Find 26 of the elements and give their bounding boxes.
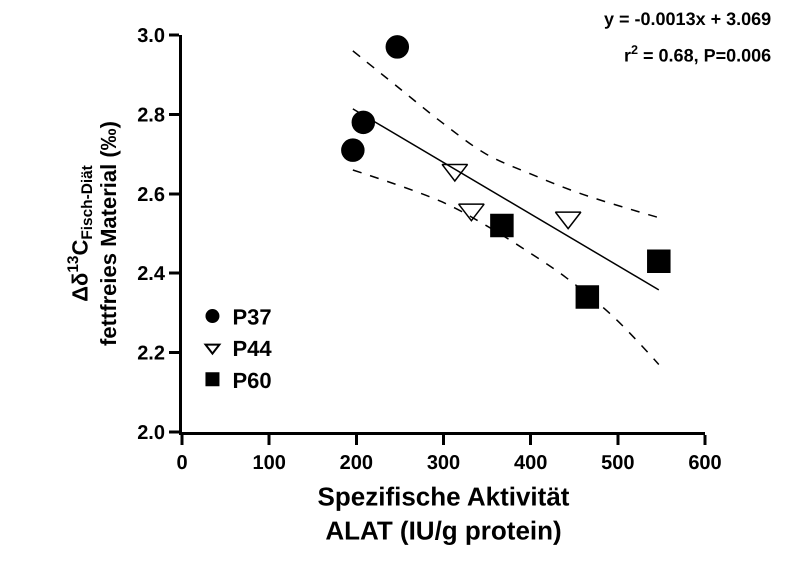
x-axis-title: Spezifische Aktivität ALAT (IU/g protein) [318, 482, 570, 546]
point [576, 285, 600, 309]
point [647, 250, 671, 274]
legend-label: P60 [232, 368, 272, 393]
x-tick-label: 400 [514, 452, 548, 474]
legend-label: P37 [232, 304, 272, 330]
text: y = -0.0013x + 3.069 [604, 9, 772, 29]
x-tick-label: 200 [340, 452, 374, 474]
point [386, 35, 410, 59]
y-tick-label: 2.8 [137, 104, 165, 126]
x-tick-label: 0 [176, 452, 188, 474]
line-series [352, 169, 660, 366]
y-tick-label: 2.4 [137, 263, 166, 286]
annotation: r$^{2}$ = 0.68, P=0.006 [624, 43, 772, 66]
x-tick-label: 600 [688, 452, 722, 474]
point [490, 214, 514, 238]
y-tick-label: 2.2 [137, 342, 165, 365]
y-tick-label: 2.6 [137, 184, 165, 206]
point [352, 110, 376, 134]
x-tick-label: 500 [601, 452, 635, 474]
legend-label: P44 [232, 336, 272, 362]
x-tick-label: 300 [426, 452, 460, 474]
x-tick-label: 100 [252, 452, 286, 474]
y-tick-label: 3.0 [137, 25, 165, 47]
y-tick-label: 2.0 [137, 422, 165, 444]
point [341, 138, 365, 162]
